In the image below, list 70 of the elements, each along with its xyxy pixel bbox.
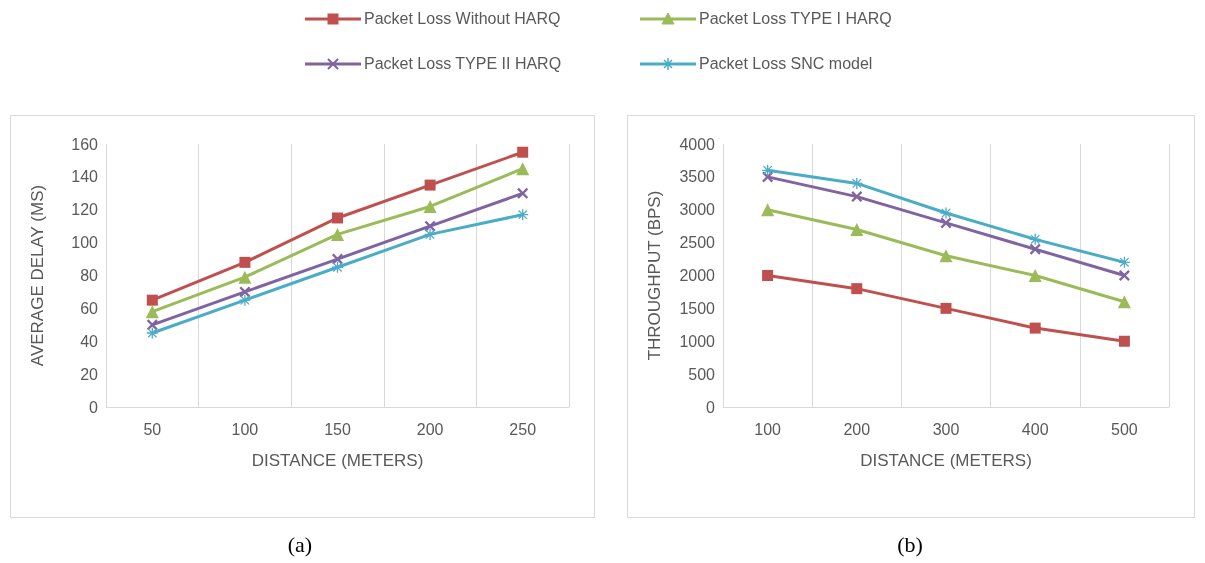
- point: [423, 199, 437, 213]
- legend-label: Packet Loss SNC model: [699, 55, 873, 73]
- point: [146, 294, 158, 306]
- y-tick-label: 160: [71, 135, 99, 153]
- point: [851, 191, 863, 203]
- y-tick-label: 40: [80, 332, 99, 350]
- x-tick-label: 400: [1021, 420, 1049, 438]
- point: [239, 294, 251, 306]
- point: [761, 203, 775, 217]
- y-tick-label: 1000: [679, 332, 716, 350]
- point: [940, 217, 952, 229]
- legend-label: Packet Loss Without HARQ: [364, 10, 561, 28]
- point: [146, 319, 158, 331]
- y-tick-label: 140: [71, 168, 99, 186]
- y-tick-label: 0: [706, 398, 716, 416]
- point: [424, 228, 436, 240]
- y-axis-title: AVERAGE DELAY (MS): [28, 184, 47, 367]
- y-tick-label: 3000: [679, 201, 716, 219]
- text: (b): [896, 532, 924, 558]
- point: [331, 227, 344, 241]
- point: [517, 187, 529, 199]
- point: [851, 283, 863, 295]
- point: [939, 249, 953, 263]
- point: [145, 305, 159, 319]
- point: [517, 146, 529, 158]
- y-tick-label: 500: [688, 365, 716, 383]
- legend-label: Packet Loss TYPE II HARQ: [364, 55, 562, 73]
- point: [239, 256, 251, 268]
- y-tick-label: 1500: [679, 299, 716, 317]
- point: [940, 207, 952, 219]
- legend-label: Packet Loss TYPE I HARQ: [699, 10, 892, 28]
- point: [762, 171, 774, 183]
- point: [1118, 335, 1130, 347]
- y-tick-label: 4000: [679, 135, 716, 153]
- point: [850, 222, 864, 236]
- y-axis-title: THROUGHPUT (BPS): [645, 190, 664, 361]
- point: [940, 302, 952, 314]
- y-tick-label: 80: [80, 267, 99, 284]
- x-tick-label: 500: [1111, 420, 1138, 438]
- point: [424, 179, 436, 191]
- point: [1117, 295, 1131, 309]
- y-tick-label: 20: [80, 365, 99, 383]
- x-axis-title: DISTANCE (METERS): [860, 451, 1032, 470]
- point: [1118, 270, 1130, 281]
- x-tick-label: 100: [231, 420, 259, 438]
- x-tick-label: 250: [509, 420, 537, 438]
- point: [1029, 322, 1041, 334]
- x-tick-label: 50: [143, 420, 162, 438]
- text: (a): [286, 532, 314, 558]
- point: [762, 270, 774, 281]
- y-tick-label: 2500: [679, 234, 716, 252]
- y-tick-label: 120: [71, 201, 99, 219]
- y-tick-label: 60: [80, 299, 99, 317]
- point: [516, 162, 530, 176]
- x-tick-label: 200: [843, 420, 871, 438]
- x-tick-label: 150: [324, 420, 351, 438]
- point: [238, 270, 252, 284]
- point: [1028, 269, 1042, 282]
- x-tick-label: 200: [416, 420, 444, 438]
- x-tick-label: 300: [932, 420, 960, 438]
- x-tick-label: 100: [754, 420, 782, 438]
- x-axis-title: DISTANCE (METERS): [251, 451, 424, 470]
- y-tick-label: 0: [89, 398, 99, 416]
- point: [332, 253, 343, 265]
- y-tick-label: 100: [71, 234, 99, 252]
- point: [332, 212, 343, 224]
- point: [1029, 243, 1041, 255]
- point: [146, 327, 158, 339]
- y-tick-label: 3500: [679, 168, 716, 186]
- y-tick-label: 2000: [679, 267, 716, 284]
